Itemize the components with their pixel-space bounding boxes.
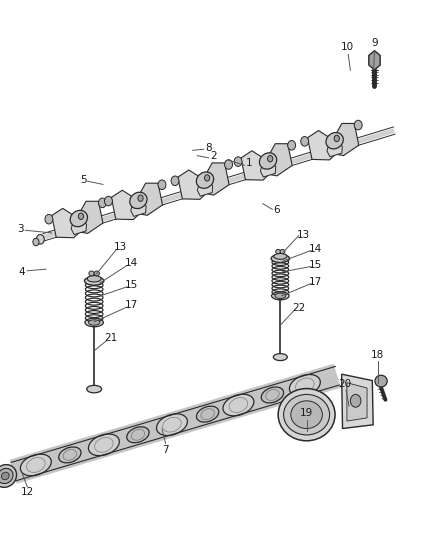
Polygon shape bbox=[178, 170, 206, 199]
Circle shape bbox=[36, 235, 44, 244]
Ellipse shape bbox=[223, 394, 254, 416]
Circle shape bbox=[78, 213, 84, 220]
Ellipse shape bbox=[275, 293, 286, 298]
Text: 17: 17 bbox=[309, 278, 322, 287]
Ellipse shape bbox=[259, 153, 277, 169]
Ellipse shape bbox=[87, 276, 101, 282]
Circle shape bbox=[205, 175, 210, 181]
Text: 14: 14 bbox=[125, 259, 138, 268]
Polygon shape bbox=[137, 183, 162, 215]
Polygon shape bbox=[327, 142, 342, 157]
Polygon shape bbox=[307, 131, 336, 160]
Circle shape bbox=[350, 394, 361, 407]
Ellipse shape bbox=[127, 427, 149, 443]
Polygon shape bbox=[342, 374, 373, 429]
Polygon shape bbox=[369, 51, 380, 70]
Ellipse shape bbox=[88, 320, 100, 325]
Ellipse shape bbox=[70, 211, 88, 227]
Polygon shape bbox=[241, 151, 269, 180]
Circle shape bbox=[288, 141, 296, 150]
Text: 15: 15 bbox=[125, 280, 138, 289]
Text: 20: 20 bbox=[339, 379, 352, 389]
Ellipse shape bbox=[130, 192, 147, 208]
Ellipse shape bbox=[271, 255, 290, 263]
Circle shape bbox=[268, 156, 273, 162]
Ellipse shape bbox=[272, 292, 289, 300]
Ellipse shape bbox=[59, 447, 81, 463]
Text: 9: 9 bbox=[371, 38, 378, 47]
Text: 8: 8 bbox=[205, 143, 212, 153]
Ellipse shape bbox=[85, 318, 103, 327]
Ellipse shape bbox=[85, 277, 104, 285]
Polygon shape bbox=[111, 190, 140, 220]
Ellipse shape bbox=[89, 271, 94, 276]
Text: 22: 22 bbox=[292, 303, 305, 313]
Circle shape bbox=[138, 195, 143, 201]
Text: 13: 13 bbox=[297, 230, 310, 239]
Ellipse shape bbox=[156, 414, 187, 435]
Text: 15: 15 bbox=[309, 261, 322, 270]
Text: 14: 14 bbox=[309, 245, 322, 254]
Circle shape bbox=[301, 136, 309, 146]
Circle shape bbox=[45, 214, 53, 224]
Ellipse shape bbox=[276, 249, 280, 254]
Ellipse shape bbox=[278, 389, 335, 441]
Ellipse shape bbox=[94, 271, 99, 276]
Polygon shape bbox=[52, 208, 80, 238]
Text: 5: 5 bbox=[80, 175, 87, 185]
Text: 21: 21 bbox=[104, 334, 117, 343]
Text: 2: 2 bbox=[210, 151, 217, 160]
Ellipse shape bbox=[0, 465, 17, 487]
Text: 10: 10 bbox=[341, 42, 354, 52]
Circle shape bbox=[225, 160, 233, 169]
Ellipse shape bbox=[261, 387, 283, 403]
Ellipse shape bbox=[280, 249, 285, 254]
Circle shape bbox=[354, 120, 362, 130]
Ellipse shape bbox=[290, 375, 320, 396]
Text: 1: 1 bbox=[245, 158, 252, 167]
Polygon shape bbox=[131, 201, 146, 216]
Polygon shape bbox=[347, 383, 367, 421]
Text: 19: 19 bbox=[300, 408, 313, 417]
Ellipse shape bbox=[197, 406, 219, 422]
Text: 18: 18 bbox=[371, 350, 384, 360]
Ellipse shape bbox=[274, 254, 287, 259]
Ellipse shape bbox=[291, 401, 322, 429]
Ellipse shape bbox=[87, 385, 102, 393]
Ellipse shape bbox=[88, 434, 119, 456]
Ellipse shape bbox=[326, 133, 343, 149]
Circle shape bbox=[171, 176, 179, 185]
Circle shape bbox=[334, 135, 339, 142]
Ellipse shape bbox=[196, 172, 214, 188]
Polygon shape bbox=[333, 124, 359, 156]
Polygon shape bbox=[266, 144, 292, 176]
Ellipse shape bbox=[21, 454, 51, 476]
Ellipse shape bbox=[0, 469, 13, 483]
Text: 13: 13 bbox=[113, 243, 127, 252]
Circle shape bbox=[99, 198, 106, 208]
Polygon shape bbox=[261, 162, 276, 177]
Text: 4: 4 bbox=[18, 267, 25, 277]
Circle shape bbox=[33, 238, 39, 246]
Ellipse shape bbox=[375, 375, 387, 387]
Circle shape bbox=[105, 196, 113, 206]
Text: 12: 12 bbox=[21, 488, 34, 497]
Polygon shape bbox=[198, 181, 212, 196]
Ellipse shape bbox=[273, 354, 287, 360]
Text: 7: 7 bbox=[162, 445, 169, 455]
Ellipse shape bbox=[283, 394, 329, 435]
Text: 3: 3 bbox=[17, 224, 24, 233]
Polygon shape bbox=[71, 220, 86, 235]
Circle shape bbox=[158, 180, 166, 190]
Circle shape bbox=[234, 157, 242, 166]
Text: 6: 6 bbox=[273, 205, 280, 215]
Polygon shape bbox=[203, 163, 229, 195]
Ellipse shape bbox=[1, 472, 9, 480]
Text: 17: 17 bbox=[125, 300, 138, 310]
Polygon shape bbox=[77, 201, 103, 233]
